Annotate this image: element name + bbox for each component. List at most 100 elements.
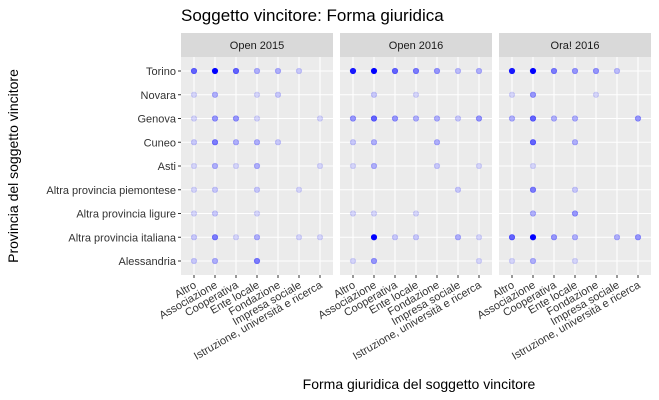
panels-group: Open 2015AltroAssociazioneCooperativaEnt… [157,33,651,363]
data-point [613,67,621,75]
data-point [391,67,399,75]
y-axis-title: Provincia del soggetto vincitore [5,69,21,263]
data-point [634,115,642,122]
data-point [295,234,303,241]
data-point [370,139,378,146]
y-tick-label: Novara [141,90,177,102]
data-point [232,234,240,241]
data-point [232,162,240,170]
data-point [211,91,219,98]
data-point [613,234,621,241]
data-point [412,210,420,217]
data-point [571,210,579,217]
data-point [433,67,441,75]
y-tick-label: Cuneo [144,137,176,149]
chart-title: Soggetto vincitore: Forma giuridica [181,6,444,25]
data-point [253,186,261,193]
data-point [571,186,579,193]
data-point [211,139,219,146]
data-point [370,210,378,217]
data-point [232,67,240,75]
data-point [571,139,579,146]
data-point [253,91,261,98]
data-point [190,115,198,122]
facet-panel: Ora! 2016AltroAssociazioneCooperativaEnt… [475,33,651,363]
data-point [454,186,462,193]
data-point [274,67,282,75]
data-point [571,257,579,265]
y-tick-label: Alessandria [119,256,177,268]
data-point [571,115,579,122]
data-point [391,115,399,122]
facet-panel: Open 2016AltroAssociazioneCooperativaEnt… [316,33,492,363]
data-point [550,234,558,241]
data-point [253,210,261,217]
data-point [232,139,240,146]
facet-strip-label: Ora! 2016 [551,40,600,52]
data-point [592,67,600,75]
data-point [349,257,357,265]
data-point [370,234,378,241]
data-point [412,67,420,75]
facet-strip [499,33,651,57]
data-point [253,67,261,75]
data-point [529,91,537,98]
data-point [295,67,303,75]
data-point [508,115,516,122]
data-point [211,115,219,122]
data-point [190,67,198,75]
data-point [454,115,462,122]
data-point [349,67,357,75]
data-point [253,139,261,146]
data-point [190,210,198,217]
data-point [529,257,537,265]
data-point [592,91,600,98]
data-point [475,162,483,170]
x-axis-title: Forma giuridica del soggetto vincitore [303,376,536,392]
data-point [370,115,378,122]
data-point [190,234,198,241]
data-point [316,115,324,122]
data-point [253,234,261,241]
data-point [370,162,378,170]
data-point [211,234,219,241]
y-tick-label: Altra provincia ligure [76,209,176,221]
data-point [190,139,198,146]
data-point [634,234,642,241]
data-point [529,234,537,241]
data-point [370,67,378,75]
data-point [274,139,282,146]
y-tick-label: Asti [158,161,176,173]
data-point [529,115,537,122]
data-point [211,162,219,170]
data-point [475,257,483,265]
data-point [550,67,558,75]
facet-strip-label: Open 2015 [230,40,284,52]
data-point [412,234,420,241]
data-point [412,91,420,98]
data-point [370,257,378,265]
y-tick-label: Altra provincia piemontese [46,185,176,197]
data-point [211,210,219,217]
facet-strip-label: Open 2016 [389,40,443,52]
facet-strip [340,33,492,57]
data-point [190,91,198,98]
data-point [529,162,537,170]
y-axis-ticks: Alessandria Altra provincia italiana Altra… [46,66,181,268]
y-tick-label: Torino [146,66,176,78]
data-point [433,162,441,170]
data-point [211,67,219,75]
data-point [475,67,483,75]
facet-panel: Open 2015AltroAssociazioneCooperativaEnt… [157,33,333,363]
data-point [454,67,462,75]
y-tick-label: Altra provincia italiana [68,232,176,244]
data-point [433,115,441,122]
data-point [571,234,579,241]
data-point [211,186,219,193]
data-point [508,67,516,75]
data-point [391,234,399,241]
data-point [253,115,261,122]
data-point [253,162,261,170]
data-point [349,115,357,122]
